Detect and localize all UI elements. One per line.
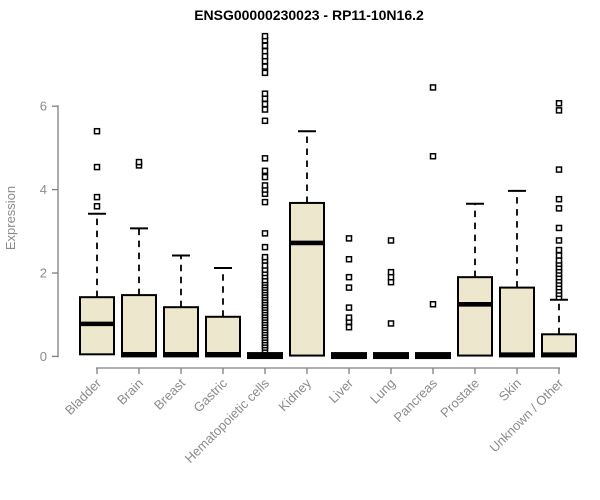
outlier-point (555, 195, 563, 203)
boxplot-pancreas (415, 84, 451, 360)
outlier-point (261, 95, 269, 102)
iqr-box (205, 315, 241, 358)
y-axis: 0 2 4 6 (40, 99, 59, 364)
outlier-point (345, 323, 353, 331)
outlier-point (387, 273, 395, 281)
outlier-point (387, 268, 395, 276)
outlier-point (555, 224, 563, 232)
outlier-point (261, 243, 269, 251)
outlier-point (261, 90, 269, 97)
outlier-point (387, 237, 395, 244)
x-tick-label-bladder: Bladder (62, 375, 105, 418)
x-tick-label-brain: Brain (114, 376, 146, 408)
outlier-point (429, 152, 437, 160)
outlier-point (261, 47, 269, 55)
outlier-point (387, 278, 395, 286)
outlier-point (429, 301, 437, 308)
outlier-point (345, 314, 353, 321)
x-tick-label-prostate: Prostate (437, 376, 482, 421)
outlier-point (261, 262, 269, 269)
y-axis-label: Expression (3, 186, 18, 250)
outlier-point (345, 235, 353, 242)
y-tick-label-4: 4 (40, 182, 47, 197)
outlier-point (555, 205, 563, 212)
outlier-point (261, 173, 269, 181)
outlier-point (555, 100, 563, 107)
boxplot-prostate (457, 202, 493, 357)
outlier-point (555, 246, 563, 254)
y-tick-label-2: 2 (40, 266, 47, 281)
outlier-point (93, 193, 101, 201)
x-tick-label-breast: Breast (151, 375, 188, 412)
boxplot-gastric (205, 266, 241, 358)
boxplot-bladder (79, 127, 115, 356)
outlier-point (261, 230, 269, 237)
outlier-point (93, 127, 101, 135)
x-tick-label-lung: Lung (367, 376, 398, 407)
x-tick-label-unknown-other: Unknown / Other (487, 375, 567, 455)
chart-title: ENSG00000230023 - RP11-10N16.2 (194, 7, 424, 23)
outlier-point (261, 52, 269, 60)
outlier-point (261, 117, 269, 125)
x-tick-label-liver: Liver (326, 375, 357, 406)
outlier-point (261, 100, 269, 108)
outlier-point (261, 42, 269, 49)
x-tick-label-kidney: Kidney (275, 375, 314, 414)
outlier-point (93, 203, 101, 210)
iqr-box (163, 306, 199, 358)
outlier-point (261, 167, 269, 175)
iqr-box (289, 201, 325, 357)
outlier-point (135, 158, 143, 166)
outlier-point (345, 255, 353, 263)
outlier-point (555, 252, 563, 259)
outlier-point (261, 198, 269, 206)
collapsed-box (331, 352, 367, 360)
boxplot-brain (121, 158, 157, 358)
outlier-point (345, 304, 353, 311)
y-tick-label-0: 0 (40, 349, 47, 364)
outlier-point (261, 155, 269, 162)
boxplot-kidney (289, 130, 325, 357)
boxplot-hematopoietic-cells (247, 32, 283, 360)
collapsed-box (247, 352, 283, 360)
outlier-point (261, 32, 269, 40)
outlier-point (555, 166, 563, 173)
outlier-point (555, 107, 563, 114)
outlier-point (93, 163, 101, 171)
iqr-box (457, 276, 493, 357)
outlier-point (261, 69, 269, 77)
iqr-box (499, 286, 535, 358)
outlier-point (345, 284, 353, 291)
x-tick-label-skin: Skin (496, 376, 524, 404)
outlier-point (261, 63, 269, 70)
boxplot-unknown-other (541, 100, 577, 358)
iqr-box (121, 294, 157, 358)
outlier-point (261, 253, 269, 261)
y-tick-label-6: 6 (40, 99, 47, 114)
outlier-point (261, 106, 269, 113)
outlier-point (261, 182, 269, 189)
boxplot-breast (163, 254, 199, 358)
outlier-point (345, 273, 353, 281)
x-tick-label-pancreas: Pancreas (391, 375, 441, 425)
outlier-point (555, 257, 563, 264)
outlier-point (429, 84, 437, 91)
collapsed-box (373, 352, 409, 360)
boxplot-lung (373, 237, 409, 360)
boxplot-skin (499, 189, 535, 358)
outlier-point (555, 237, 563, 244)
boxplot-liver (331, 235, 367, 360)
collapsed-box (415, 352, 451, 360)
x-tick-label-gastric: Gastric (190, 375, 230, 415)
outlier-point (261, 57, 269, 65)
outlier-point (387, 320, 395, 327)
